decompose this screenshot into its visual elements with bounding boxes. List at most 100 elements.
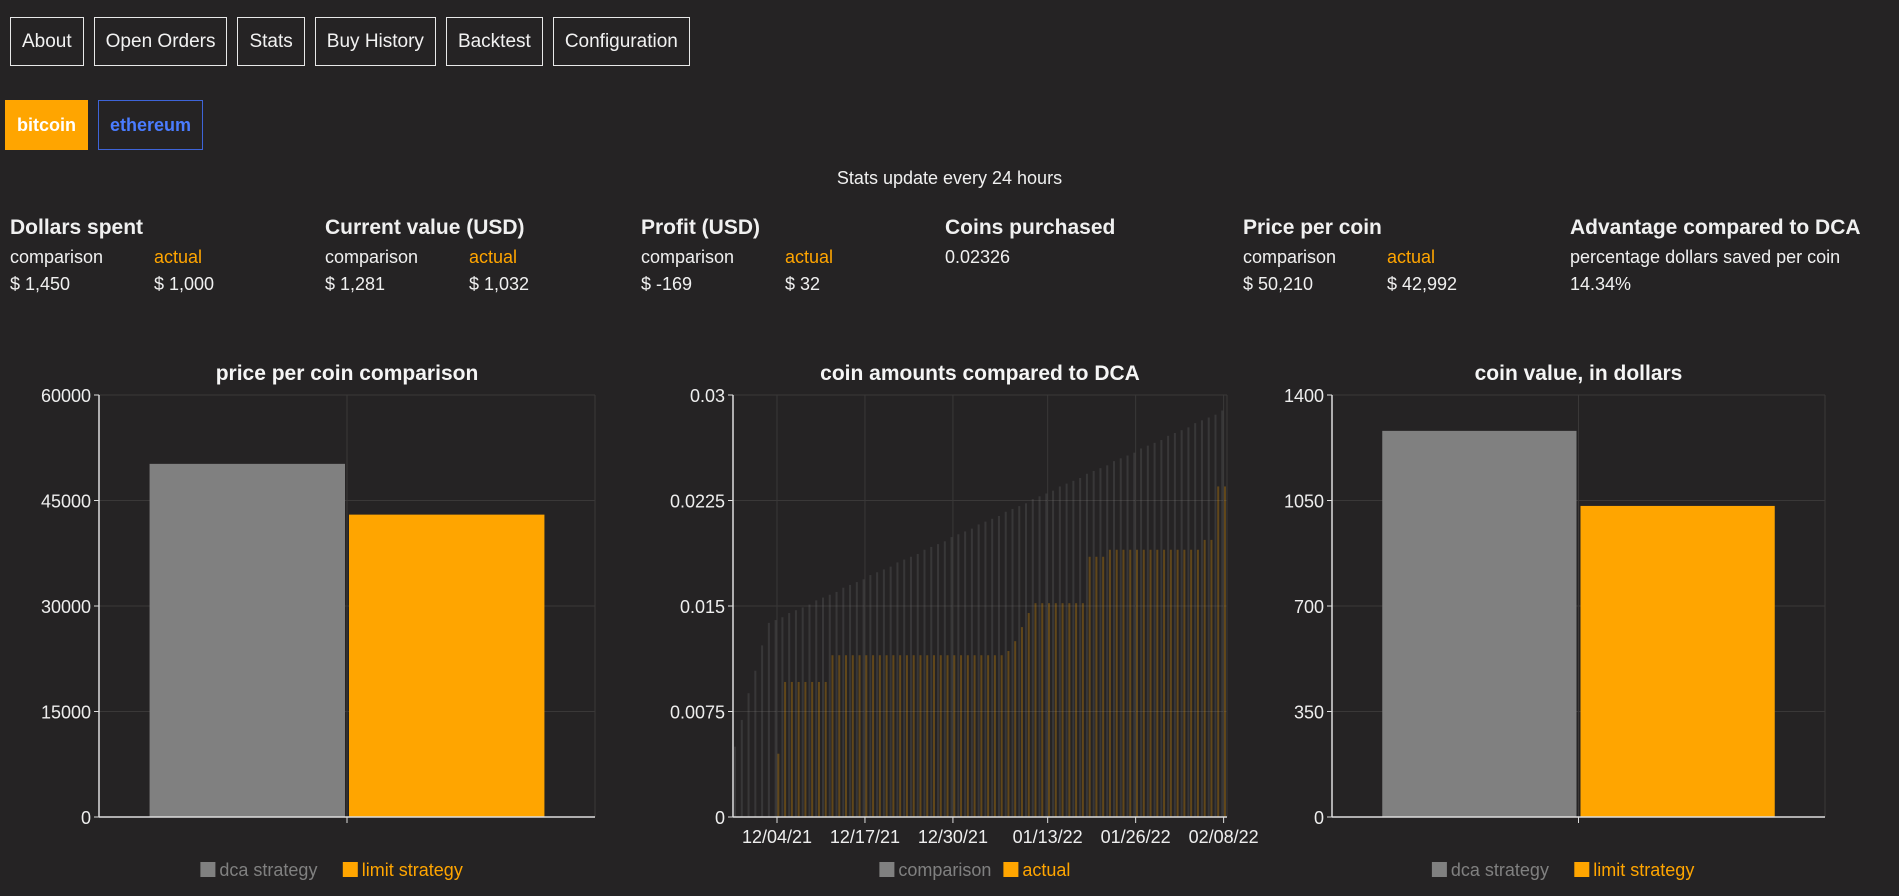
chart-title: price per coin comparison	[216, 362, 479, 385]
bar-comparison	[794, 610, 797, 817]
bar-comparison	[997, 515, 1000, 817]
legend-swatch	[200, 862, 216, 877]
stat-coins-purchased: Coins purchased 0.02326	[945, 216, 1115, 274]
bar-actual	[1068, 603, 1071, 817]
y-tick-label: 30000	[41, 597, 91, 617]
bar-comparison	[1004, 511, 1007, 817]
bar-actual	[831, 655, 834, 817]
bar-comparison	[991, 518, 994, 817]
value-actual: $ 32	[785, 274, 821, 294]
bar-actual	[892, 655, 895, 817]
y-tick-label: 0.03	[690, 386, 725, 406]
bar-actual	[1203, 539, 1206, 817]
nav-open-orders-button[interactable]: Open Orders	[93, 17, 228, 66]
bar-comparison	[869, 575, 872, 817]
tab-bitcoin[interactable]: bitcoin	[5, 100, 88, 150]
value-actual: $ 1,032	[469, 274, 530, 294]
bar-actual	[919, 655, 922, 817]
bar-actual	[946, 655, 949, 817]
nav-configuration-button[interactable]: Configuration	[552, 17, 690, 66]
y-tick-label: 15000	[41, 703, 91, 723]
bar-comparison	[876, 572, 879, 817]
stat-price-per-coin: Price per coin comparison actual $ 50,210…	[1243, 216, 1457, 301]
bar-comparison	[1140, 448, 1143, 817]
bar-actual	[1135, 549, 1139, 817]
bar-actual	[953, 655, 956, 817]
nav-stats-button[interactable]: Stats	[237, 17, 305, 66]
bar-actual	[885, 655, 888, 817]
bar-actual	[1088, 556, 1091, 817]
bar-comparison	[821, 597, 825, 817]
top-nav: About Open Orders Stats Buy History Back…	[10, 17, 690, 66]
value-comparison: $ 50,210	[1243, 274, 1314, 294]
bar-comparison	[842, 587, 845, 817]
bar-actual	[777, 753, 780, 817]
bar-actual	[811, 681, 814, 817]
legend-label: actual	[1022, 860, 1070, 880]
coin-tabs: bitcoin ethereum	[5, 100, 204, 150]
nav-about-button[interactable]: About	[10, 17, 84, 66]
y-tick-label: 700	[1294, 597, 1324, 617]
stat-title: Profit (USD)	[641, 216, 760, 239]
bar-actual	[1108, 549, 1111, 817]
value-actual: $ 42,992	[1387, 274, 1458, 294]
bar-comparison	[1052, 490, 1055, 817]
bar-comparison	[889, 566, 892, 817]
bar-actual	[987, 655, 990, 817]
bar-comparison	[943, 541, 946, 817]
y-tick-label: 350	[1294, 703, 1324, 723]
bar-comparison	[1221, 410, 1224, 817]
bar-comparison	[984, 521, 987, 817]
bar-actual	[1020, 627, 1023, 817]
x-tick-label: 01/26/22	[1101, 827, 1171, 847]
bar-limit-strategy	[349, 514, 545, 817]
bar-actual	[1102, 556, 1105, 817]
bar-comparison	[1072, 480, 1075, 817]
bar-comparison	[1031, 499, 1034, 817]
y-tick-label: 0.015	[680, 597, 725, 617]
bar-comparison	[1079, 477, 1082, 817]
bar-actual	[1061, 603, 1064, 817]
bar-comparison	[964, 531, 967, 817]
bar-actual	[851, 655, 854, 817]
bar-comparison	[1025, 503, 1028, 817]
bar-actual	[865, 655, 868, 817]
bar-actual	[1176, 549, 1179, 817]
y-tick-label: 0.0225	[670, 492, 725, 512]
bar-actual	[1014, 641, 1017, 817]
legend-swatch	[1431, 862, 1447, 877]
bar-comparison	[950, 537, 953, 817]
bar-comparison	[1146, 445, 1149, 817]
bar-actual	[932, 655, 935, 817]
bar-actual	[973, 655, 976, 817]
nav-backtest-button[interactable]: Backtest	[445, 17, 543, 66]
label-comparison: comparison	[325, 247, 419, 267]
bar-actual	[1048, 603, 1051, 817]
bar-comparison	[1119, 458, 1122, 817]
y-tick-label: 0	[715, 808, 725, 828]
tab-ethereum[interactable]: ethereum	[98, 100, 204, 150]
bar-comparison	[747, 693, 750, 817]
x-tick-label: 12/04/21	[742, 827, 812, 847]
bar-comparison	[835, 591, 838, 817]
bar-comparison	[1018, 506, 1021, 817]
stat-title: Dollars spent	[10, 216, 144, 239]
bar-actual	[1095, 556, 1098, 817]
bar-actual	[1210, 539, 1213, 817]
bar-comparison	[916, 553, 919, 817]
bar-actual	[1217, 486, 1220, 817]
bar-comparison	[754, 670, 757, 817]
bar-actual	[1163, 549, 1166, 817]
legend-swatch	[1003, 862, 1019, 877]
value-comparison: $ -169	[641, 274, 693, 294]
legend-label: dca strategy	[219, 860, 317, 880]
nav-buy-history-button[interactable]: Buy History	[314, 17, 436, 66]
legend-label: comparison	[898, 860, 991, 880]
bar-comparison	[1200, 420, 1203, 817]
stat-profit: Profit (USD) comparison actual $ -169 $ 32	[641, 216, 833, 301]
bar-comparison	[1214, 414, 1217, 817]
update-note: Stats update every 24 hours	[836, 168, 1063, 188]
bar-comparison	[1045, 493, 1048, 817]
bar-comparison	[930, 546, 933, 817]
bar-actual	[1075, 603, 1078, 817]
